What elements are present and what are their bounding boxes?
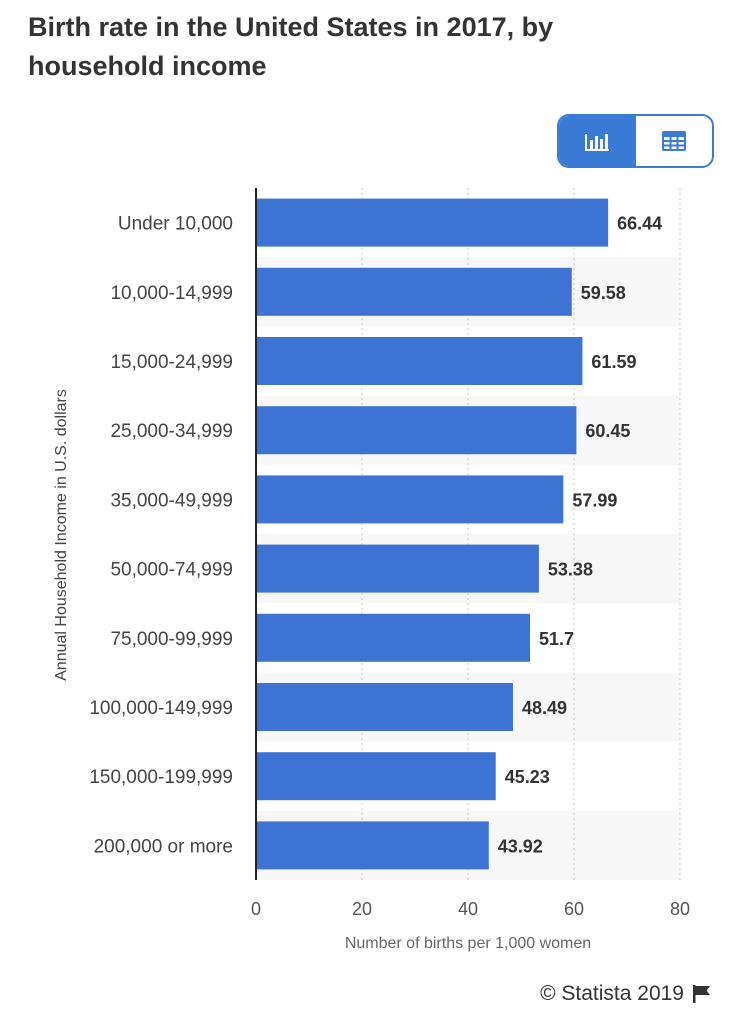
table-view-button[interactable] [636,116,713,166]
category-label: 150,000-199,999 [89,767,233,788]
view-toggle [557,114,714,168]
chart-title: Birth rate in the United States in 2017,… [28,12,554,81]
category-label: Under 10,000 [118,214,233,235]
value-label: 61.59 [591,352,636,372]
bar [256,821,489,870]
value-label: 53.38 [548,560,593,580]
value-label: 45.23 [505,767,550,787]
category-label: 50,000-74,999 [110,560,233,581]
bar [256,475,564,524]
bar [256,267,572,316]
x-tick-label: 0 [251,899,261,919]
bar [256,406,577,455]
bar [256,752,496,801]
value-label: 51.7 [539,629,574,649]
category-label: 200,000 or more [94,836,233,857]
value-label: 57.99 [572,490,617,510]
x-axis-title: Number of births per 1,000 women [345,935,591,952]
flag-icon[interactable] [692,984,712,1004]
bar [256,337,583,385]
category-label: 75,000-99,999 [110,629,233,650]
copyright-text: © Statista 2019 [540,982,684,1005]
x-tick-label: 80 [670,899,690,919]
bar [256,198,609,247]
value-label: 59.58 [581,283,626,303]
x-tick-label: 40 [458,899,478,919]
footer: © Statista 2019 [540,982,712,1006]
category-label: 25,000-34,999 [110,421,233,442]
bar [256,544,539,593]
x-tick-label: 20 [352,899,372,919]
value-label: 43.92 [498,836,543,856]
category-label: 10,000-14,999 [110,283,233,304]
bar-chart: 66.44 Under 10,000 59.58 10,000-14,999 61.59… [53,188,690,952]
bar-chart-icon [585,134,610,151]
x-tick-label: 60 [564,899,584,919]
y-axis-title: Annual Household Income in U.S. dollars [53,389,70,681]
bar [256,613,531,662]
value-label: 60.45 [585,421,630,441]
bar [256,683,513,731]
value-label: 48.49 [522,698,567,718]
category-label: 35,000-49,999 [110,490,233,511]
table-icon [661,131,686,151]
category-label: 15,000-24,999 [110,352,233,373]
chart-view-button[interactable] [559,116,636,166]
value-label: 66.44 [617,214,662,234]
category-label: 100,000-149,999 [89,698,233,719]
